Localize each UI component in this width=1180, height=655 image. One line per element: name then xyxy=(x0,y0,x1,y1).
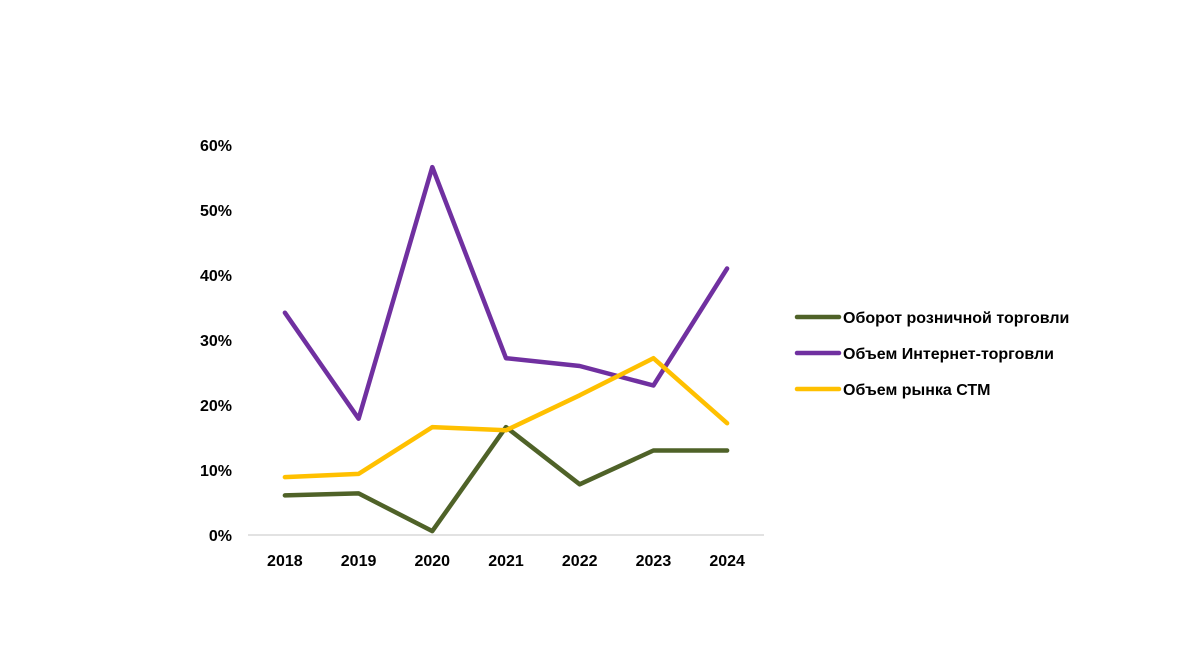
y-tick-label: 20% xyxy=(200,398,232,415)
y-axis-labels: 0% 10% 20% 30% 40% 50% 60% xyxy=(200,138,232,545)
y-tick-label: 50% xyxy=(200,203,232,220)
x-tick-label: 2021 xyxy=(488,553,524,570)
legend-label: Оборот розничной торговли xyxy=(843,310,1069,327)
series-line-1 xyxy=(282,164,730,421)
x-tick-label: 2024 xyxy=(709,553,745,570)
y-tick-label: 40% xyxy=(200,268,232,285)
legend-label: Объем Интернет-торговли xyxy=(843,346,1054,363)
series-line-2 xyxy=(282,355,730,480)
series-line-0 xyxy=(282,424,730,534)
x-tick-label: 2018 xyxy=(267,553,303,570)
y-tick-label: 60% xyxy=(200,138,232,155)
y-tick-label: 10% xyxy=(200,463,232,480)
x-tick-label: 2022 xyxy=(562,553,598,570)
y-tick-label: 30% xyxy=(200,333,232,350)
legend: Оборот розничной торговли Объем Интернет-… xyxy=(794,310,1069,399)
legend-label: Объем рынка СТМ xyxy=(843,382,990,399)
x-axis-labels: 2018 2019 2020 2021 2022 2023 2024 xyxy=(267,553,745,570)
x-tick-label: 2019 xyxy=(341,553,377,570)
x-tick-label: 2023 xyxy=(636,553,672,570)
y-tick-label: 0% xyxy=(209,528,232,545)
series-lines xyxy=(282,164,730,534)
x-tick-label: 2020 xyxy=(414,553,450,570)
